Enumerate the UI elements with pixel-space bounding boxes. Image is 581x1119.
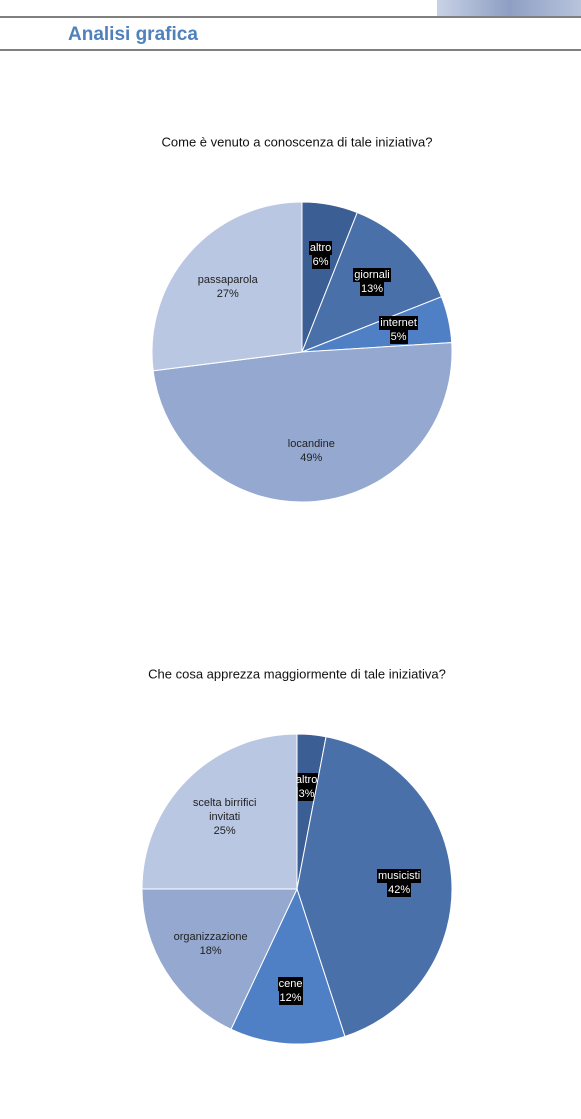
category-label-line: organizzazione xyxy=(173,930,249,944)
value-label-line: 6% xyxy=(311,254,330,269)
slice-label-box: musicisti 42% xyxy=(351,859,447,907)
value-label-line: 27% xyxy=(216,287,240,301)
slice-label-box: scelta birrifici invitati 25% xyxy=(177,793,273,841)
value-label: 27% xyxy=(216,287,239,300)
value-label: 42% xyxy=(387,882,412,897)
header-image xyxy=(437,0,581,16)
pie-slice xyxy=(141,888,298,1030)
category-label-line: internet xyxy=(379,316,418,331)
value-label: 5% xyxy=(389,330,408,345)
category-label: cene xyxy=(277,977,304,992)
category-label-line: giornali xyxy=(353,267,391,282)
value-label: 13% xyxy=(359,281,385,296)
value-label: 3% xyxy=(297,787,316,802)
category-label: giornali xyxy=(353,267,391,282)
category-label: altro xyxy=(294,773,319,788)
value-label: 12% xyxy=(278,991,303,1006)
category-label: locandine xyxy=(287,437,335,450)
pie-slice xyxy=(151,201,303,372)
category-label: altro xyxy=(308,240,333,255)
category-label-line: locandine xyxy=(287,437,336,451)
slice-label-box: internet 5% xyxy=(351,306,447,354)
category-label: musicisti xyxy=(377,868,422,883)
slice-label-box: organizzazione 18% xyxy=(163,920,259,968)
pie-slice xyxy=(230,887,346,1045)
category-label: passaparola xyxy=(197,273,258,286)
value-label-line: 5% xyxy=(389,330,408,345)
category-label-line: scelta birrifici invitati xyxy=(177,796,273,824)
chart-title: Come è venuto a conoscenza di tale inizi… xyxy=(162,134,433,149)
category-label: organizzazione xyxy=(173,930,248,943)
slice-label-box: altro 3% xyxy=(259,763,355,811)
value-label: 25% xyxy=(213,824,236,837)
slice-label-box: locandine 49% xyxy=(263,427,359,475)
category-label: internet xyxy=(379,316,418,331)
value-label-line: 18% xyxy=(199,944,223,958)
chart-title: Che cosa apprezza maggiormente di tale i… xyxy=(148,666,446,681)
pie-slice xyxy=(296,736,453,1038)
category-label-line: cene xyxy=(277,977,304,992)
value-label-line: 49% xyxy=(299,451,323,465)
value-label-line: 42% xyxy=(387,882,412,897)
category-label-line: altro xyxy=(294,773,319,788)
slice-label-box: passaparola 27% xyxy=(180,263,276,311)
value-label: 18% xyxy=(199,944,222,957)
category-label-line: altro xyxy=(308,240,333,255)
category-label: scelta birrifici invitati xyxy=(192,796,257,823)
slice-label-box: cene 12% xyxy=(243,967,339,1015)
pie-slice xyxy=(141,733,298,890)
slice-label-box: altro 6% xyxy=(273,231,369,279)
value-label-line: 12% xyxy=(278,991,303,1006)
pie-slice xyxy=(152,342,453,503)
value-label: 6% xyxy=(311,254,330,269)
value-label-line: 25% xyxy=(213,824,237,838)
value-label-line: 13% xyxy=(359,281,385,296)
slice-label-box: giornali 13% xyxy=(324,258,420,306)
category-label-line: musicisti xyxy=(377,868,422,883)
section-title: Analisi grafica xyxy=(68,24,198,45)
value-label-line: 3% xyxy=(297,787,316,802)
value-label: 49% xyxy=(300,451,323,464)
category-label-line: passaparola xyxy=(197,273,259,287)
